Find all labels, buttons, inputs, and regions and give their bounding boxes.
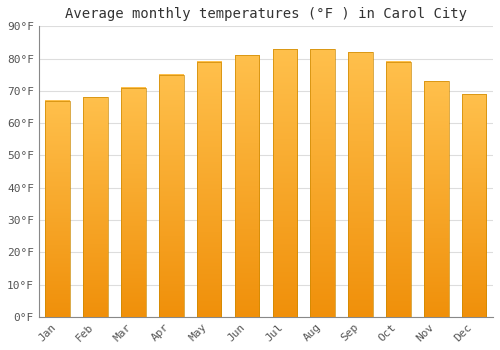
Bar [348, 52, 373, 317]
Bar [424, 81, 448, 317]
Bar [46, 100, 70, 317]
Bar [197, 62, 222, 317]
Bar [159, 75, 184, 317]
Bar [84, 97, 108, 317]
Bar [272, 49, 297, 317]
Bar [310, 49, 335, 317]
Bar [462, 94, 486, 317]
Bar [121, 88, 146, 317]
Title: Average monthly temperatures (°F ) in Carol City: Average monthly temperatures (°F ) in Ca… [65, 7, 467, 21]
Bar [234, 55, 260, 317]
Bar [386, 62, 410, 317]
